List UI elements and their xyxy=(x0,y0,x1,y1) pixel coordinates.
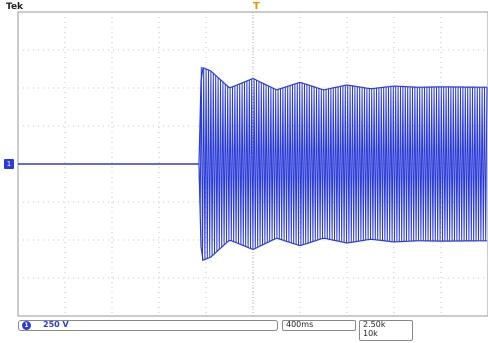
envelope-lower xyxy=(198,163,487,262)
sample-rate-value: 2.50k xyxy=(363,320,386,329)
timebase-value: 400ms xyxy=(286,320,314,329)
acquisition-readout[interactable]: 2.50k 10k xyxy=(359,320,413,341)
record-length-value: 10k xyxy=(363,329,378,338)
trigger-position-icon: T xyxy=(253,1,260,12)
channel-ground-marker: 1 xyxy=(4,159,14,169)
brand-label: Tek xyxy=(6,2,24,12)
channel-scale-readout[interactable]: 1 250 V xyxy=(18,320,278,331)
timebase-readout[interactable]: 400ms xyxy=(282,320,356,331)
status-bar: 1 250 V 400ms 2.50k 10k xyxy=(0,318,488,343)
envelope-upper xyxy=(198,66,487,165)
channel-scale-value: 250 V xyxy=(43,320,69,329)
channel-badge: 1 xyxy=(22,321,31,330)
